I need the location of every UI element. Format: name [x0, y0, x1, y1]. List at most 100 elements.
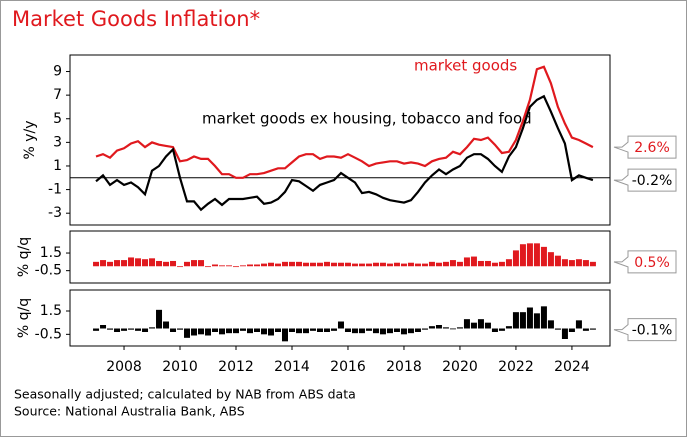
bar	[281, 328, 288, 342]
bar	[233, 328, 240, 334]
y-axis-title: % q/q	[16, 298, 32, 338]
bar	[226, 265, 233, 267]
bar	[456, 327, 463, 329]
bar	[281, 261, 288, 267]
y-axis-title: % q/q	[16, 237, 32, 277]
bar	[142, 259, 149, 267]
bar	[121, 260, 128, 267]
bar	[288, 328, 295, 332]
bar	[470, 256, 477, 267]
bar	[177, 328, 184, 330]
bar	[302, 262, 309, 267]
bar	[526, 243, 533, 267]
bar	[205, 328, 212, 336]
bar	[379, 262, 386, 267]
bar	[274, 328, 281, 332]
bar	[463, 319, 470, 329]
bar	[233, 266, 240, 268]
bar	[247, 264, 253, 267]
bar	[547, 252, 554, 267]
bar	[212, 328, 219, 332]
bar	[253, 328, 260, 332]
y-tick-label: 3	[53, 134, 62, 150]
callout-box	[613, 318, 677, 342]
bar	[547, 320, 554, 329]
bar	[519, 312, 526, 329]
x-tick-label: 2018	[386, 359, 422, 375]
bar	[449, 328, 456, 330]
footnote: Seasonally adjusted; calculated by NAB f…	[14, 387, 356, 402]
bar	[379, 328, 386, 335]
bar	[93, 328, 100, 331]
bar	[163, 261, 170, 267]
panel	[69, 54, 611, 226]
bar	[330, 262, 337, 267]
bar	[316, 262, 323, 267]
line	[95, 65, 594, 179]
bar	[428, 326, 435, 329]
bar	[393, 328, 400, 332]
y-tick-label: 7	[53, 87, 62, 103]
bar	[114, 260, 121, 267]
bar	[491, 262, 498, 267]
y-tick-label: -0.5	[35, 326, 62, 342]
bar	[540, 306, 547, 329]
bar	[498, 261, 505, 267]
bar	[288, 261, 295, 267]
line	[95, 94, 594, 212]
bar	[205, 266, 212, 268]
bar	[533, 243, 540, 267]
bar	[253, 264, 260, 267]
bar	[309, 328, 316, 331]
bar	[358, 263, 365, 267]
bar	[519, 244, 526, 267]
bar	[365, 263, 372, 267]
y-axis-title: % y/y	[22, 120, 38, 159]
bar	[114, 328, 121, 332]
bar	[561, 259, 568, 267]
bar	[107, 328, 114, 330]
bar	[247, 328, 253, 334]
bar	[316, 328, 323, 332]
bar	[393, 262, 400, 267]
callout-label: 2.6%	[634, 140, 670, 156]
bar	[149, 327, 156, 329]
y-tick-label: 1	[53, 158, 62, 174]
bar	[100, 325, 107, 329]
bar	[400, 263, 407, 267]
bar	[407, 262, 414, 267]
bar	[163, 321, 170, 329]
bar	[582, 328, 589, 331]
bar	[107, 261, 114, 267]
bar	[428, 261, 435, 267]
bar	[323, 328, 330, 332]
bar	[421, 263, 428, 267]
bar	[128, 257, 135, 267]
bar	[323, 261, 330, 267]
x-tick-label: 2024	[554, 359, 590, 375]
bar	[435, 262, 442, 267]
chart-title: Market Goods Inflation*	[12, 7, 260, 31]
bar	[414, 328, 421, 332]
y-tick-label: -1	[48, 182, 62, 198]
bar	[568, 260, 575, 267]
y-tick-label: 1.5	[40, 245, 62, 261]
bar	[240, 265, 247, 267]
bar	[498, 328, 505, 331]
bar	[589, 261, 596, 267]
bar	[100, 260, 107, 267]
bar	[184, 328, 191, 338]
bar	[295, 261, 302, 267]
bar	[505, 326, 512, 329]
bar	[170, 260, 177, 267]
bar	[533, 313, 540, 329]
callout-label: -0.1%	[632, 323, 673, 339]
bar	[386, 263, 393, 267]
panel	[69, 230, 611, 284]
bar	[156, 309, 163, 329]
y-tick-label: -0.5	[35, 263, 62, 279]
bar	[240, 328, 247, 331]
x-tick-label: 2020	[442, 359, 478, 375]
bar	[561, 328, 568, 339]
